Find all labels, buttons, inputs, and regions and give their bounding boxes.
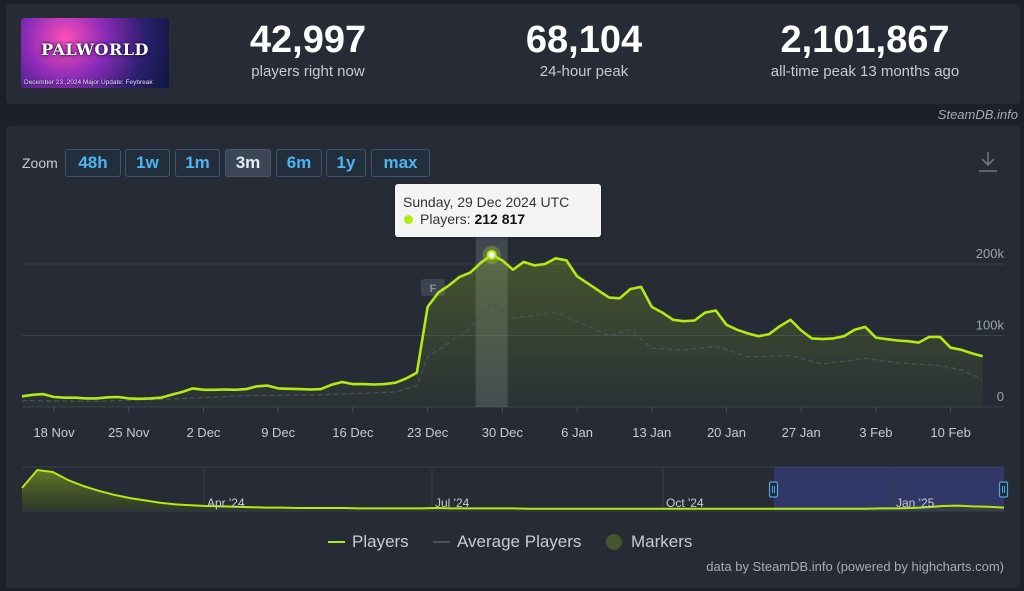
zoom-1w-button[interactable]: 1w [125, 149, 170, 177]
zoom-max-button[interactable]: max [371, 149, 430, 177]
navigator[interactable]: Apr '24 Jul '24 Oct '24 Jan '25 [21, 466, 1009, 512]
x-axis-labels: 18 Nov 25 Nov 2 Dec 9 Dec 16 Dec 23 Dec 30 Dec… [33, 407, 971, 440]
zoom-label: Zoom [22, 155, 58, 171]
navigator-line [21, 468, 1005, 510]
x-tick-label: 30 Dec [482, 425, 524, 440]
legend-players-label: Players [352, 532, 409, 551]
x-tick-label: 18 Nov [33, 425, 75, 440]
legend-markers-label: Markers [631, 532, 693, 551]
x-tick-label: 27 Jan [782, 425, 821, 440]
all-time-peak-value: 2,101,867 [780, 19, 950, 61]
all-time-peak-stat: 2,101,867 all-time peak 13 months ago [746, 18, 984, 82]
navigator-gridlines [203, 468, 894, 510]
players-legend-swatch [328, 541, 345, 543]
current-players-stat: 42,997 players right now [224, 18, 392, 82]
zoom-1y-button[interactable]: 1y [326, 149, 366, 177]
x-tick-label: 3 Feb [859, 425, 892, 440]
players-area-fill [22, 254, 983, 407]
average-legend-swatch [433, 541, 450, 543]
y-tick-label: 100k [976, 318, 1005, 333]
current-players-label: players right now [251, 63, 365, 80]
data-source-credit[interactable]: data by SteamDB.info (powered by highcha… [706, 559, 1004, 574]
stats-panel: PALWORLD December 23 ,2024 Major Update:… [6, 4, 1020, 104]
day-peak-label: 24-hour peak [539, 63, 629, 80]
legend-item-average-players[interactable]: Average Players [433, 530, 581, 554]
tooltip-series-label: Players: [420, 211, 471, 227]
zoom-48h-button[interactable]: 48h [65, 149, 121, 177]
current-players-value: 42,997 [249, 19, 367, 61]
average-players-line [21, 302, 983, 402]
highlight-point[interactable] [486, 249, 497, 260]
navigator-area [22, 470, 1004, 510]
legend-item-markers[interactable]: Markers [606, 530, 692, 554]
zoom-1m-button[interactable]: 1m [175, 149, 220, 177]
x-tick-label: 25 Nov [108, 425, 150, 440]
legend-item-players[interactable]: Players [328, 530, 409, 554]
navigator-right-handle[interactable] [998, 481, 1009, 498]
x-tick-label: 23 Dec [407, 425, 449, 440]
x-tick-label: 9 Dec [261, 425, 295, 440]
day-peak-stat: 68,104 24-hour peak [500, 18, 668, 82]
navigator-label: Jan '25 [896, 496, 935, 510]
tooltip-series-line: Players: 212 817 [420, 211, 525, 227]
steamdb-credit[interactable]: SteamDB.info [937, 107, 1018, 122]
y-tick-label: 200k [976, 246, 1005, 261]
highlighted-point[interactable] [482, 245, 501, 264]
x-tick-label: 6 Jan [561, 425, 593, 440]
zoom-6m-button[interactable]: 6m [276, 149, 322, 177]
all-time-peak-label: all-time peak 13 months ago [770, 63, 960, 80]
x-tick-label: 13 Jan [632, 425, 671, 440]
x-tick-label: 10 Feb [930, 425, 970, 440]
x-tick-label: 16 Dec [332, 425, 374, 440]
x-tick-label: 2 Dec [186, 425, 220, 440]
navigator-selected-range[interactable] [774, 467, 1004, 511]
marker-flag-label: F [430, 283, 437, 295]
players-line[interactable] [21, 253, 984, 401]
tooltip-series-dot [404, 215, 413, 224]
tooltip-value: 212 817 [474, 211, 526, 227]
game-banner-image[interactable]: PALWORLD December 23 ,2024 Major Update:… [21, 18, 169, 88]
navigator-left-handle[interactable] [768, 481, 779, 498]
x-tick-label: 20 Jan [707, 425, 746, 440]
legend-average-label: Average Players [457, 532, 582, 551]
navigator-label: Apr '24 [207, 496, 245, 510]
tooltip-date: Sunday, 29 Dec 2024 UTC [403, 194, 570, 210]
banner-caption: December 23 ,2024 Major Update: Feybreak [24, 79, 153, 86]
y-axis-labels: 0 100k 200k [976, 246, 1005, 404]
download-icon[interactable] [977, 150, 999, 174]
y-tick-label: 0 [997, 389, 1004, 404]
navigator-label: Oct '24 [666, 496, 704, 510]
chart-tooltip: Sunday, 29 Dec 2024 UTC Players: 212 817 [395, 184, 601, 237]
navigator-label: Jul '24 [435, 496, 470, 510]
day-peak-value: 68,104 [525, 19, 643, 61]
markers-legend-swatch [606, 534, 622, 550]
game-logo: PALWORLD [41, 40, 149, 59]
zoom-3m-button[interactable]: 3m [225, 149, 271, 177]
navigator-labels: Apr '24 Jul '24 Oct '24 Jan '25 [207, 496, 935, 510]
